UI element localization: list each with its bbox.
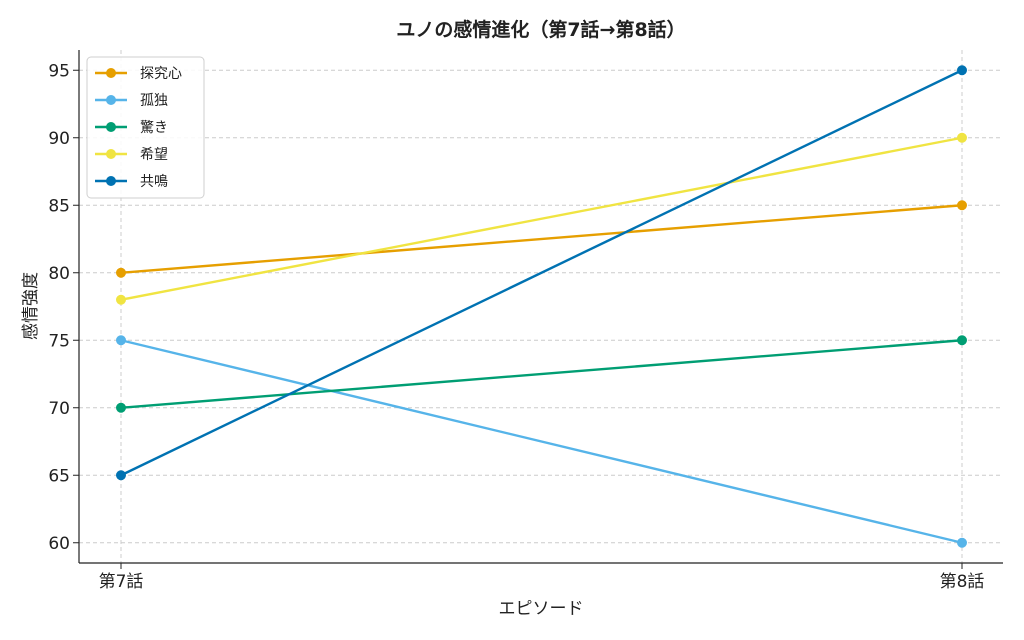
- series-line: [120, 204, 963, 274]
- series-line: [120, 339, 963, 409]
- series-line: [120, 136, 963, 301]
- legend-swatch-marker: [106, 149, 116, 159]
- x-axis-label: エピソード: [499, 599, 584, 619]
- series-line: [120, 339, 963, 544]
- series-探究心: [116, 200, 967, 278]
- legend-item: 孤独: [95, 93, 168, 109]
- legend-label: 驚き: [140, 119, 168, 136]
- y-tick-label: 90: [48, 129, 70, 149]
- axes: 60 65 70 75 80 85 90 95 第7話 第8話: [48, 50, 1003, 592]
- data-point: [957, 200, 967, 211]
- y-axis-label: 感情強度: [21, 272, 41, 340]
- y-tick-label: 70: [48, 399, 70, 419]
- y-tick-label: 65: [48, 466, 70, 486]
- y-tick-label: 85: [48, 196, 70, 216]
- legend-swatch-marker: [106, 68, 116, 78]
- legend-swatch-marker: [106, 95, 116, 105]
- legend-label: 共鳴: [140, 174, 168, 190]
- series-group: [116, 65, 967, 548]
- data-point: [116, 267, 126, 278]
- y-tick-label: 60: [48, 534, 70, 554]
- data-point: [116, 470, 126, 481]
- x-tick-label: 第7話: [99, 572, 144, 592]
- series-孤独: [116, 335, 967, 548]
- data-point: [957, 65, 967, 76]
- series-希望: [116, 132, 967, 305]
- legend-item: 探究心: [95, 66, 182, 82]
- x-tick-label: 第8話: [940, 572, 985, 592]
- legend-box: [86, 56, 205, 199]
- data-point: [116, 402, 126, 413]
- legend-swatch-marker: [106, 176, 116, 186]
- data-point: [116, 294, 126, 305]
- legend-label: 希望: [140, 147, 168, 163]
- series-驚き: [116, 335, 967, 413]
- data-point: [957, 335, 967, 346]
- legend-item: 希望: [95, 147, 168, 163]
- legend-item: 共鳴: [95, 174, 168, 190]
- data-point: [957, 132, 967, 143]
- y-tick-label: 75: [48, 331, 70, 351]
- data-point: [116, 335, 126, 346]
- legend-swatch-marker: [106, 122, 116, 132]
- y-tick-label: 95: [48, 61, 70, 81]
- grid: [79, 50, 1003, 563]
- y-tick-label: 80: [48, 264, 70, 284]
- chart-title: ユノの感情進化（第7話→第8話）: [396, 18, 685, 41]
- series-line: [120, 69, 963, 477]
- legend-label: 孤独: [140, 93, 168, 109]
- data-point: [957, 537, 967, 548]
- series-共鳴: [116, 65, 967, 481]
- legend-item: 驚き: [95, 119, 168, 136]
- legend-label: 探究心: [140, 66, 182, 82]
